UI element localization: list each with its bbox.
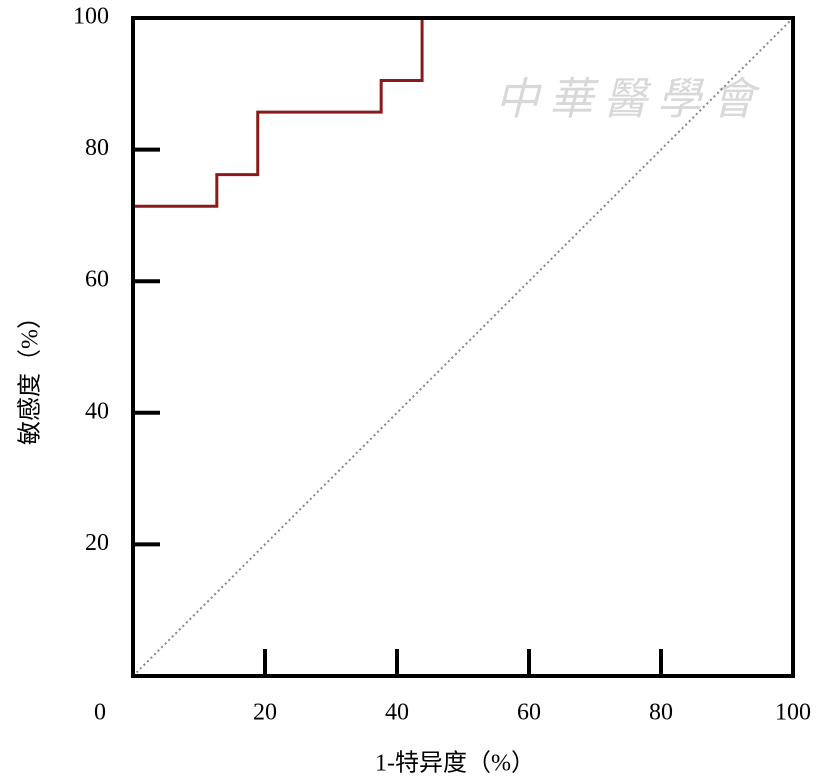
roc-curve xyxy=(131,16,793,676)
x-tick-label: 60 xyxy=(517,700,541,726)
y-tick-label: 20 xyxy=(85,530,109,556)
watermark: 中華醫學會 xyxy=(495,75,765,124)
x-tick-label: 100 xyxy=(775,700,811,726)
plot-frame xyxy=(131,16,795,678)
x-tick-label: 80 xyxy=(649,700,673,726)
y-tick-label: 40 xyxy=(85,398,109,424)
y-tick-label: 60 xyxy=(85,267,109,293)
x-axis-label: 1-特异度（%） xyxy=(375,750,535,777)
reference-line xyxy=(132,17,794,677)
y-tick-label: 100 xyxy=(73,4,109,30)
x-tick-label: 40 xyxy=(385,700,409,726)
y-tick-label: 80 xyxy=(85,135,109,161)
x-tick-label: 0 xyxy=(94,700,106,726)
x-tick-label: 20 xyxy=(253,700,277,726)
y-axis-label: 敏感度（%） xyxy=(17,305,44,445)
